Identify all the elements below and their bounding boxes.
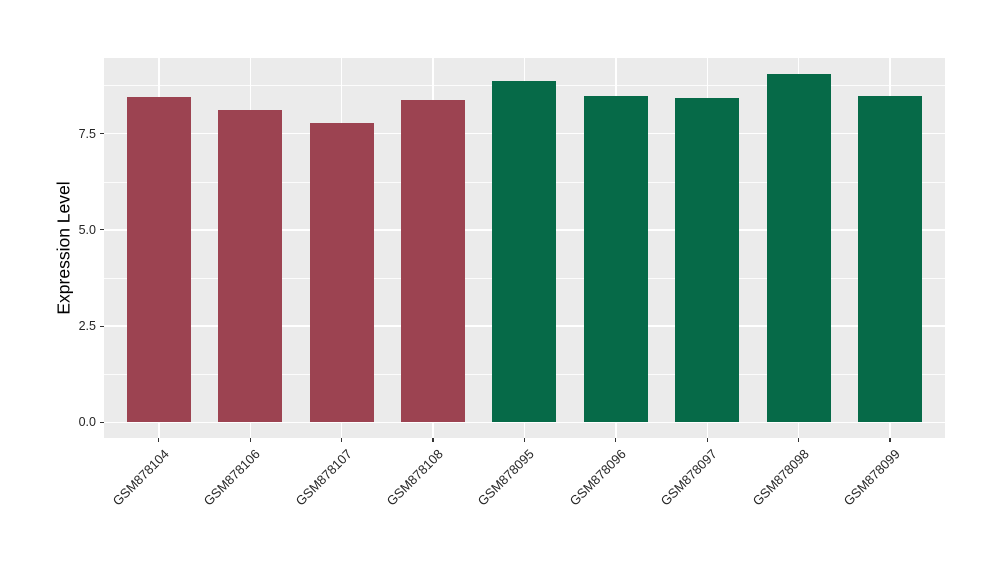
x-tick-mark-GSM878104: [158, 438, 160, 442]
plot-panel: [104, 58, 945, 438]
bar-GSM878099: [858, 95, 923, 423]
x-tick-label-GSM878104: GSM878104: [109, 446, 172, 509]
x-tick-label-GSM878107: GSM878107: [292, 446, 355, 509]
y-tick-label-0.0: 0.0: [78, 415, 96, 430]
x-tick-label-GSM878097: GSM878097: [657, 446, 721, 509]
y-axis-title: Expression Level: [53, 181, 74, 315]
x-tick-mark-GSM878108: [432, 438, 434, 442]
y-tick-mark-0.0: [100, 421, 104, 423]
bar-GSM878095: [492, 81, 557, 423]
x-tick-label-GSM878099: GSM878099: [840, 446, 903, 509]
y-tick-label-5.0: 5.0: [78, 222, 96, 237]
x-tick-label-GSM878095: GSM878095: [475, 446, 538, 509]
bar-GSM878098: [766, 73, 831, 423]
bar-GSM878097: [675, 98, 740, 423]
bar-GSM878108: [401, 99, 466, 423]
x-tick-label-GSM878096: GSM878096: [566, 446, 629, 509]
x-tick-mark-GSM878107: [341, 438, 343, 442]
bar-GSM878106: [218, 110, 283, 423]
bar-GSM878104: [126, 96, 191, 423]
x-tick-mark-GSM878099: [889, 438, 891, 442]
y-tick-mark-7.5: [100, 132, 104, 135]
y-tick-mark-2.5: [100, 325, 104, 327]
x-tick-mark-GSM878106: [249, 438, 251, 442]
y-tick-label-7.5: 7.5: [78, 126, 96, 141]
x-tick-label-GSM878106: GSM878106: [200, 446, 264, 509]
y-tick-mark-5.0: [100, 229, 104, 231]
x-tick-mark-GSM878096: [615, 438, 617, 442]
y-tick-label-2.5: 2.5: [78, 318, 96, 333]
bar-GSM878096: [583, 95, 648, 423]
x-tick-label-GSM878108: GSM878108: [383, 446, 446, 509]
x-tick-label-GSM878098: GSM878098: [749, 446, 812, 509]
x-tick-mark-GSM878095: [523, 438, 526, 442]
bar-GSM878107: [309, 122, 374, 423]
x-tick-mark-GSM878097: [706, 438, 708, 442]
x-tick-mark-GSM878098: [798, 438, 800, 442]
